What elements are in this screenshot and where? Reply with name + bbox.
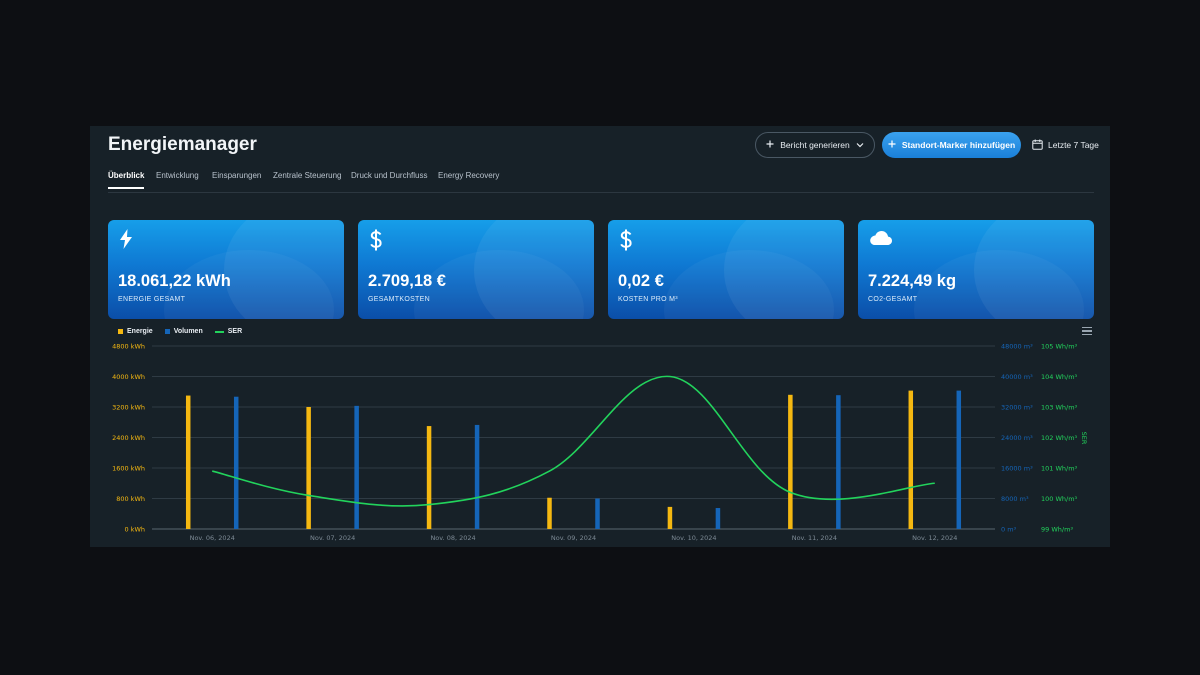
y-axis-ser-tick: 99 Wh/m³ (1041, 525, 1073, 533)
y-axis-ser-tick: 105 Wh/m³ (1041, 342, 1078, 350)
legend-item-volumen[interactable]: Volumen (164, 328, 203, 335)
y-axis-right-tick: 16000 m³ (1001, 464, 1033, 472)
y-axis-left-tick: 800 kWh (116, 495, 145, 503)
kpi-label: GESAMTKOSTEN (368, 296, 430, 303)
legend-swatch (164, 329, 170, 334)
combo-chart: 0 kWh 0 m³ 99 Wh/m³ 800 kWh 8000 m³ 100 Wh/m³… (112, 342, 1088, 542)
legend-item-energie[interactable]: Energie (118, 328, 153, 335)
y-axis-right-tick: 48000 m³ (1001, 342, 1033, 350)
line-ser (212, 375, 935, 507)
bar-energie (306, 407, 311, 529)
y-axis-ser-tick: 102 Wh/m³ (1041, 434, 1078, 442)
lightning-icon (119, 229, 133, 254)
bar-volumen (715, 508, 721, 529)
kpi-label: ENERGIE GESAMT (118, 296, 186, 303)
bar-volumen (354, 405, 359, 529)
tab-ueberblick[interactable]: Überblick (108, 171, 145, 189)
bar-volumen (474, 424, 480, 529)
y-axis-ser-tick: 101 Wh/m³ (1041, 464, 1078, 472)
x-axis-tick: Nov. 12, 2024 (912, 534, 957, 542)
kpi-label: CO2-GESAMT (868, 296, 918, 303)
kpi-card-co2: 7.224,49 kg CO2-GESAMT (858, 220, 1094, 319)
tab-entwicklung[interactable]: Entwicklung (156, 171, 199, 180)
bar-volumen (595, 498, 600, 529)
kpi-value: 2.709,18 € (368, 272, 446, 290)
bar-energie (667, 506, 673, 529)
bar-energie (788, 394, 793, 529)
y-axis-left-tick: 1600 kWh (112, 464, 145, 472)
plus-icon (888, 140, 896, 150)
plus-icon (766, 140, 774, 150)
kpi-value: 0,02 € (618, 272, 664, 290)
bar-energie (185, 395, 191, 529)
kpi-card-total-cost: 2.709,18 € GESAMTKOSTEN (358, 220, 594, 319)
bar-volumen (836, 395, 841, 529)
page-title: Energiemanager (108, 134, 257, 155)
chart-menu-icon[interactable] (1082, 327, 1092, 336)
bar-volumen (233, 396, 239, 529)
y-axis-left-tick: 2400 kWh (112, 434, 145, 442)
legend-label: SER (227, 328, 243, 335)
y-axis-right-tick: 0 m³ (1001, 525, 1017, 533)
x-axis-tick: Nov. 07, 2024 (310, 534, 355, 542)
bar-energie (908, 390, 914, 529)
y-axis-right-tick: 32000 m³ (1001, 403, 1033, 411)
y-axis-right-tick: 24000 m³ (1001, 434, 1033, 442)
x-axis-tick: Nov. 09, 2024 (551, 534, 596, 542)
y-axis-right-tick: 40000 m³ (1001, 373, 1033, 381)
chevron-down-icon (856, 140, 864, 150)
y-axis-left-tick: 4000 kWh (112, 373, 145, 381)
cloud-icon (869, 229, 893, 252)
x-axis-tick: Nov. 11, 2024 (792, 534, 837, 542)
kpi-value: 18.061,22 kWh (118, 272, 231, 290)
generate-report-label: Bericht generieren (780, 140, 850, 150)
bar-energie (426, 426, 432, 529)
energy-dashboard: Energiemanager Bericht generieren Stando… (90, 126, 1110, 547)
add-location-marker-button[interactable]: Standort-Marker hinzufügen (882, 132, 1021, 158)
bar-volumen (956, 390, 962, 529)
date-range-selector[interactable]: Letzte 7 Tage (1032, 138, 1099, 152)
kpi-card-cost-per-m3: 0,02 € KOSTEN PRO M³ (608, 220, 844, 319)
x-axis-tick: Nov. 06, 2024 (190, 534, 235, 542)
bar-energie (547, 497, 552, 529)
tab-druck-und-durchfluss[interactable]: Druck und Durchfluss (351, 171, 428, 180)
tab-zentrale-steuerung[interactable]: Zentrale Steuerung (273, 171, 342, 180)
kpi-card-energy: 18.061,22 kWh ENERGIE GESAMT (108, 220, 344, 319)
y-axis-left-tick: 3200 kWh (112, 403, 145, 411)
y-axis-ser-title: SER (1080, 432, 1088, 445)
y-axis-ser-tick: 104 Wh/m³ (1041, 373, 1078, 381)
calendar-icon (1032, 139, 1043, 152)
tab-energy-recovery[interactable]: Energy Recovery (438, 171, 500, 180)
legend-swatch (118, 329, 123, 334)
chart-legend: Energie Volumen SER (118, 328, 242, 335)
y-axis-left-tick: 4800 kWh (112, 342, 145, 350)
x-axis-tick: Nov. 10, 2024 (671, 534, 716, 542)
legend-label: Energie (127, 328, 153, 335)
y-axis-ser-tick: 103 Wh/m³ (1041, 403, 1078, 411)
legend-item-ser[interactable]: SER (214, 328, 243, 335)
dollar-icon (369, 229, 383, 256)
legend-label: Volumen (173, 328, 203, 335)
y-axis-ser-tick: 100 Wh/m³ (1041, 495, 1078, 503)
generate-report-button[interactable]: Bericht generieren (755, 132, 875, 158)
y-axis-left-tick: 0 kWh (124, 525, 145, 533)
kpi-label: KOSTEN PRO M³ (618, 296, 678, 303)
tab-bar: Überblick Entwicklung Einsparungen Zentr… (108, 170, 1094, 193)
tab-einsparungen[interactable]: Einsparungen (212, 171, 262, 180)
legend-swatch (214, 330, 224, 333)
dollar-icon (619, 229, 633, 256)
kpi-value: 7.224,49 kg (868, 272, 957, 290)
date-range-label: Letzte 7 Tage (1048, 140, 1099, 150)
x-axis-tick: Nov. 08, 2024 (430, 534, 475, 542)
add-location-marker-label: Standort-Marker hinzufügen (901, 140, 1016, 150)
y-axis-right-tick: 8000 m³ (1001, 495, 1029, 503)
